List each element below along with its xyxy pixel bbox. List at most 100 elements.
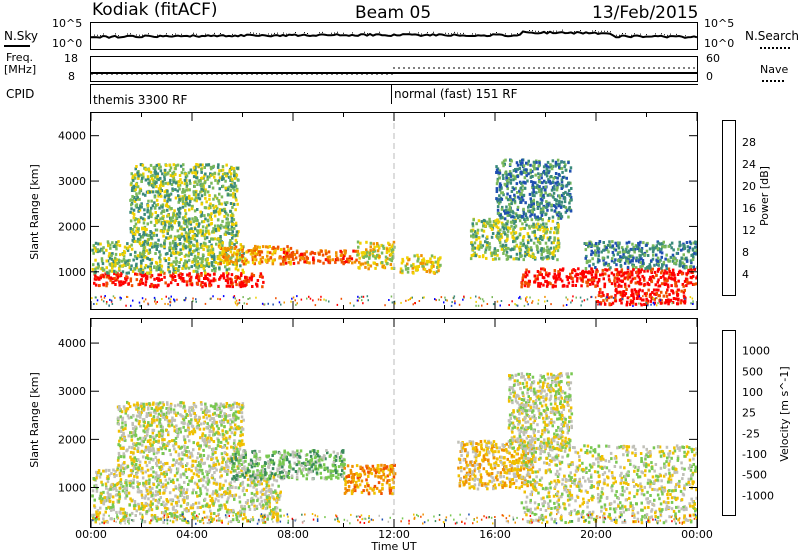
- scatter-cell: [646, 265, 649, 269]
- scatter-cell: [189, 198, 192, 202]
- scatter-cell: [133, 176, 137, 180]
- scatter-cell: [299, 256, 303, 260]
- scatter-cell: [530, 200, 533, 203]
- scatter-cell: [491, 232, 495, 235]
- scatter-cell: [576, 276, 579, 280]
- scatter-cell: [190, 479, 193, 483]
- scatter-cell: [130, 243, 133, 247]
- scatter-cell: [163, 271, 166, 275]
- ground-scatter-cell: [440, 296, 443, 299]
- scatter-cell: [192, 190, 196, 194]
- scatter-cell: [204, 244, 207, 248]
- search-tick-bottom: 10^0: [704, 37, 735, 50]
- scatter-cell: [136, 196, 139, 200]
- scatter-cell: [553, 184, 556, 188]
- scatter-cell: [504, 211, 507, 215]
- scatter-cell: [542, 195, 546, 199]
- scatter-cell: [177, 265, 181, 268]
- scatter-cell: [504, 247, 508, 251]
- scatter-cell: [172, 481, 175, 485]
- scatter-cell: [145, 487, 148, 491]
- scatter-cell: [368, 253, 371, 257]
- scatter-cell: [554, 246, 558, 250]
- scatter-cell: [641, 274, 644, 278]
- scatter-cell: [119, 519, 123, 522]
- ground-scatter-cell: [222, 295, 225, 298]
- scatter-cell: [305, 258, 308, 262]
- scatter-cell: [649, 278, 653, 282]
- scatter-cell: [535, 217, 538, 221]
- scatter-cell: [206, 515, 209, 519]
- scatter-cell: [668, 243, 672, 247]
- scatter-cell: [160, 244, 163, 248]
- scatter-cell: [114, 262, 117, 266]
- scatter-cell: [291, 255, 294, 259]
- scatter-cell: [155, 504, 158, 508]
- scatter-cell: [219, 236, 222, 240]
- scatter-cell: [106, 491, 110, 495]
- scatter-cell: [114, 278, 117, 282]
- scatter-cell: [201, 232, 204, 236]
- ground-scatter-cell: [357, 299, 359, 302]
- scatter-cell: [232, 226, 236, 230]
- scatter-cell: [141, 192, 145, 196]
- scatter-cell: [513, 215, 516, 219]
- scatter-cell: [562, 175, 566, 179]
- ground-scatter-cell: [525, 297, 527, 300]
- scatter-cell: [665, 264, 668, 268]
- scatter-cell: [113, 473, 116, 476]
- ground-scatter-cell: [280, 303, 282, 306]
- scatter-cell: [692, 265, 695, 269]
- cpid-tick-left: [90, 84, 91, 104]
- ground-scatter-cell: [400, 301, 402, 304]
- scatter-cell: [512, 240, 515, 244]
- ground-scatter-cell: [104, 295, 106, 297]
- scatter-cell: [660, 271, 663, 275]
- scatter-cell: [204, 242, 207, 246]
- scatter-cell: [495, 165, 498, 169]
- scatter-cell: [147, 177, 150, 181]
- scatter-cell: [647, 283, 651, 287]
- scatter-cell: [585, 242, 588, 246]
- scatter-cell: [355, 258, 358, 262]
- scatter-cell: [541, 207, 545, 211]
- scatter-cell: [523, 284, 527, 288]
- scatter-cell: [639, 282, 642, 286]
- scatter-cell: [162, 234, 165, 238]
- scatter-cell: [619, 258, 623, 262]
- scatter-cell: [626, 265, 630, 269]
- scatter-cell: [531, 175, 534, 178]
- scatter-cell: [324, 252, 328, 256]
- scatter-cell: [673, 273, 676, 277]
- scatter-cell: [587, 244, 590, 248]
- ground-scatter-cell: [454, 300, 456, 303]
- ground-scatter-cell: [217, 297, 219, 300]
- scatter-cell: [230, 259, 233, 263]
- scatter-cell: [125, 271, 128, 275]
- scatter-cell: [230, 280, 233, 284]
- scatter-cell: [324, 249, 327, 253]
- scatter-cell: [209, 283, 213, 287]
- scatter-cell: [626, 296, 630, 300]
- ground-scatter-cell: [655, 304, 658, 307]
- scatter-cell: [555, 277, 559, 281]
- scatter-cell: [141, 496, 144, 500]
- scatter-cell: [551, 219, 555, 223]
- scatter-cell: [505, 250, 509, 254]
- scatter-cell: [185, 491, 188, 494]
- scatter-cell: [520, 172, 523, 176]
- scatter-cell: [287, 260, 291, 264]
- scatter-cell: [179, 178, 182, 182]
- scatter-cell: [172, 176, 176, 180]
- scatter-cell: [638, 278, 642, 281]
- scatter-cell: [572, 268, 575, 272]
- scatter-cell: [656, 280, 659, 284]
- scatter-cell: [164, 281, 167, 285]
- scatter-cell: [638, 260, 641, 264]
- scatter-cell: [106, 259, 110, 263]
- ground-scatter-cell: [525, 299, 527, 302]
- scatter-cell: [93, 246, 96, 250]
- scatter-cell: [591, 270, 595, 274]
- scatter-cell: [188, 248, 192, 252]
- scatter-cell: [113, 475, 116, 479]
